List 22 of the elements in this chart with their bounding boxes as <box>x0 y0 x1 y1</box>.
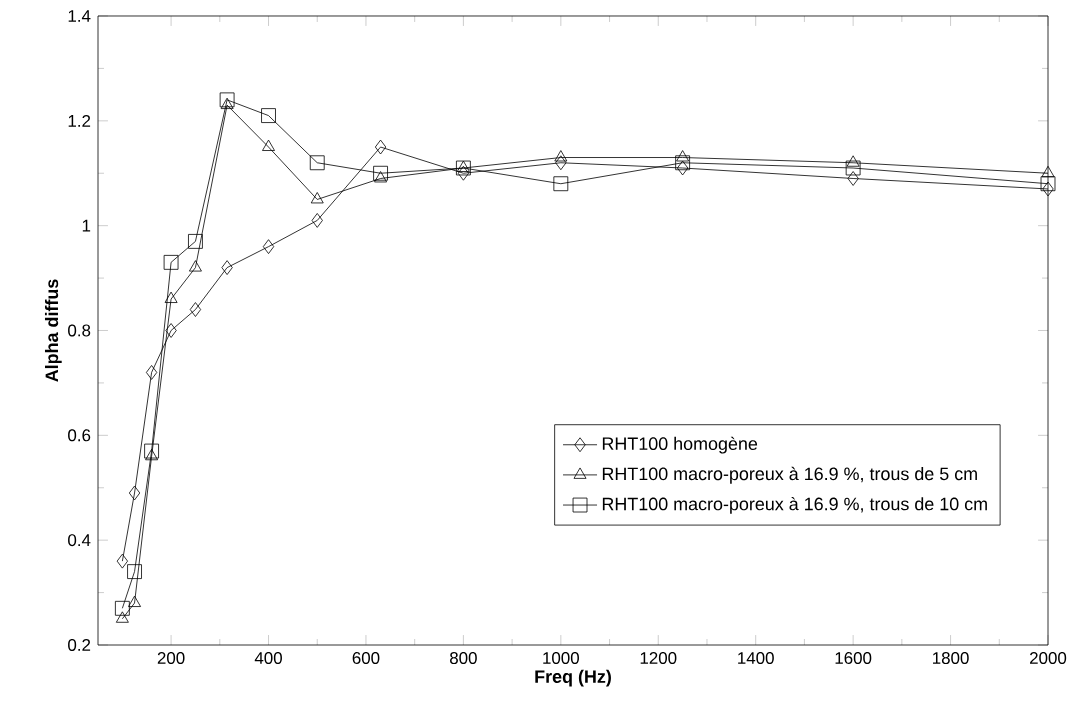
x-tick-label: 2000 <box>1030 652 1067 665</box>
y-tick-label: 1.2 <box>68 114 91 127</box>
x-axis-title: Freq (Hz) <box>535 669 611 687</box>
x-tick-label: 600 <box>352 652 380 665</box>
y-tick-label: 0.8 <box>68 324 91 337</box>
x-tick-label: 1800 <box>933 652 969 665</box>
x-tick-label: 1400 <box>738 652 774 665</box>
legend-label: RHT100 macro-poreux à 16.9 %, trous de 5 cm <box>602 466 977 484</box>
legend-label: RHT100 homogène <box>602 436 758 454</box>
y-tick-label: 1 <box>82 219 91 232</box>
y-tick-label: 0.2 <box>68 639 91 651</box>
x-tick-label: 800 <box>450 652 477 665</box>
x-tick-label: 400 <box>254 652 282 665</box>
y-axis-title: Alpha diffus <box>44 279 62 382</box>
x-tick-label: 1600 <box>835 652 872 665</box>
x-tick-label: 1000 <box>543 652 579 665</box>
y-tick-label: 1.4 <box>68 10 91 22</box>
x-tick-label: 1200 <box>640 652 677 665</box>
legend-label: RHT100 macro-poreux à 16.9 %, trous de 10 cm <box>602 496 987 514</box>
y-tick-label: 0.4 <box>68 534 91 547</box>
x-tick-label: 200 <box>157 652 185 665</box>
y-tick-label: 0.6 <box>68 429 91 442</box>
